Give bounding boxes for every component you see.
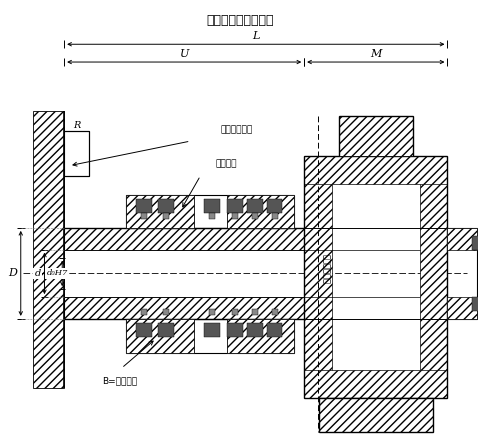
- Bar: [271, 213, 277, 219]
- Text: L: L: [252, 31, 259, 41]
- Bar: [227, 195, 294, 228]
- Bar: [266, 199, 282, 213]
- Bar: [209, 309, 215, 315]
- Bar: [252, 309, 257, 315]
- Bar: [163, 309, 168, 315]
- Bar: [227, 199, 242, 213]
- Bar: [446, 228, 476, 250]
- Bar: [303, 156, 331, 398]
- Bar: [271, 309, 277, 315]
- Bar: [446, 297, 476, 319]
- Bar: [209, 213, 215, 219]
- Bar: [246, 323, 262, 336]
- Text: 减速器中心线: 减速器中心线: [321, 254, 330, 284]
- Bar: [158, 199, 173, 213]
- Text: d: d: [35, 269, 41, 278]
- Text: 脹盘联接: 脹盘联接: [215, 159, 236, 169]
- Bar: [318, 398, 432, 432]
- Bar: [266, 323, 282, 336]
- Bar: [126, 319, 193, 353]
- Bar: [252, 213, 257, 219]
- Text: 空心軸套及脹盤尺寸: 空心軸套及脹盤尺寸: [206, 14, 273, 27]
- Text: B=张力螺钉: B=张力螺钉: [102, 376, 137, 385]
- Text: 扭力扭手空间: 扭力扭手空间: [220, 125, 252, 134]
- Bar: [64, 228, 309, 250]
- Bar: [136, 199, 152, 213]
- Bar: [204, 323, 220, 336]
- Bar: [141, 309, 147, 315]
- Bar: [227, 319, 294, 353]
- Bar: [471, 297, 480, 311]
- Bar: [303, 156, 446, 184]
- Bar: [232, 309, 238, 315]
- Bar: [64, 131, 89, 176]
- Bar: [246, 199, 262, 213]
- Text: D: D: [9, 268, 17, 278]
- Bar: [204, 199, 220, 213]
- Bar: [303, 370, 446, 398]
- Bar: [126, 195, 193, 228]
- Text: M: M: [369, 49, 381, 59]
- Bar: [232, 213, 238, 219]
- Bar: [163, 213, 168, 219]
- Bar: [64, 297, 309, 319]
- Bar: [136, 323, 152, 336]
- Bar: [158, 323, 173, 336]
- Bar: [141, 213, 147, 219]
- Bar: [338, 116, 412, 156]
- Bar: [227, 323, 242, 336]
- Text: d₀H7: d₀H7: [47, 269, 68, 277]
- Text: R: R: [72, 121, 80, 130]
- Text: U: U: [179, 49, 189, 59]
- Bar: [419, 156, 446, 398]
- Bar: [33, 112, 64, 388]
- Bar: [471, 236, 480, 250]
